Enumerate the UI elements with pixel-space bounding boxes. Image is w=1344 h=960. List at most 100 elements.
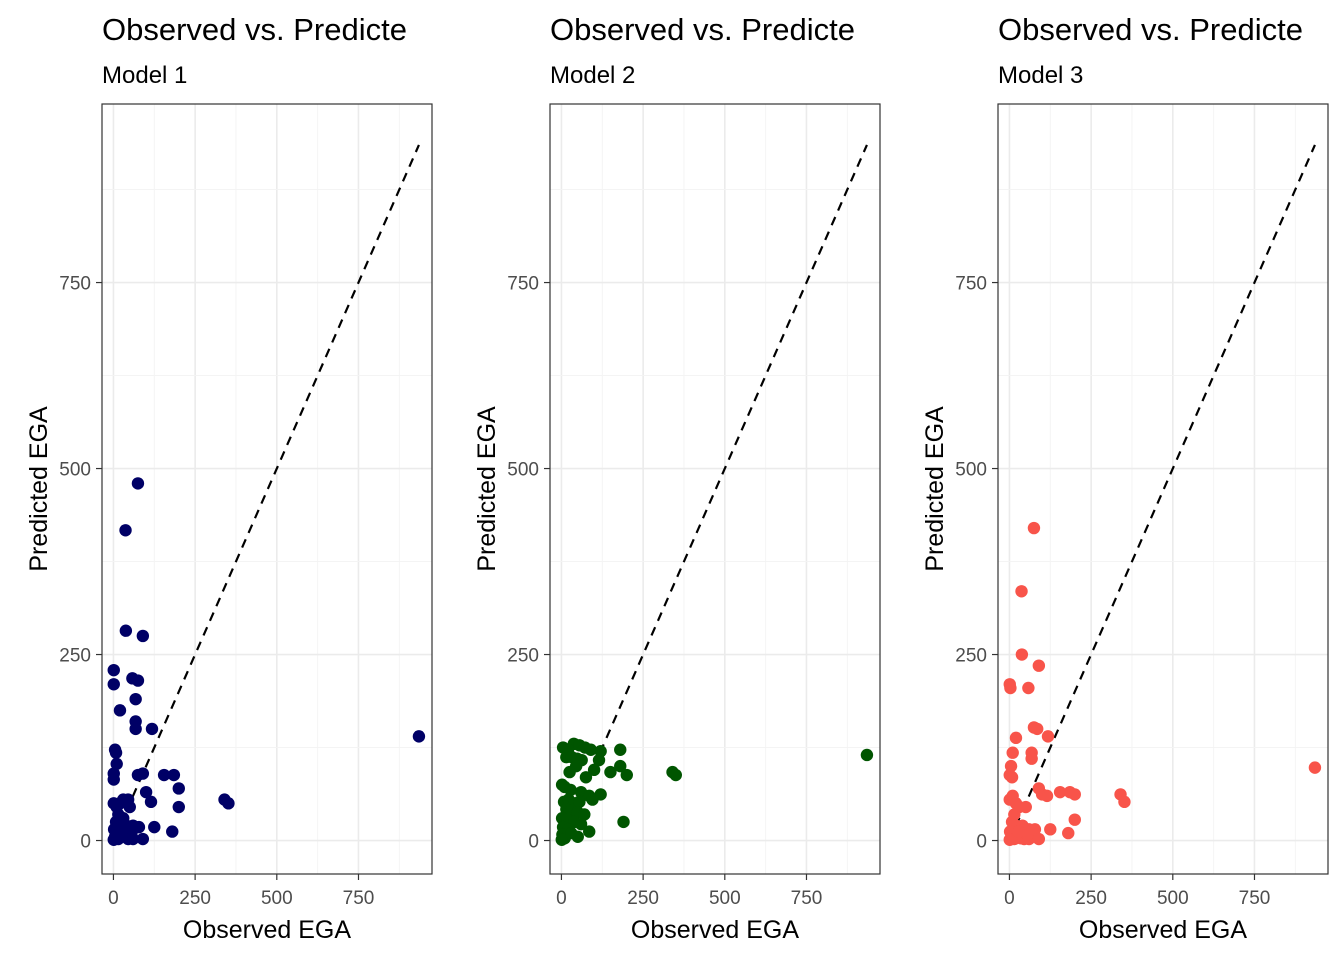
axis-ticks: 0 250 500 750 0 250 500 750 xyxy=(507,274,822,909)
data-point xyxy=(1025,752,1038,765)
data-point xyxy=(166,825,179,838)
data-point xyxy=(119,624,133,637)
x-axis-label: Observed EGA xyxy=(631,916,799,944)
x-axis-label: Observed EGA xyxy=(183,916,351,944)
x-tick-label: 250 xyxy=(1075,888,1107,909)
x-tick-label: 500 xyxy=(1157,888,1189,909)
y-tick-label: 250 xyxy=(507,646,539,667)
data-point xyxy=(860,748,874,762)
data-point xyxy=(555,833,568,846)
y-tick-label: 500 xyxy=(955,460,987,481)
x-axis-label: Observed EGA xyxy=(1079,916,1247,944)
data-point xyxy=(592,753,606,767)
data-point xyxy=(123,800,136,814)
panel-subtitle: Model 2 xyxy=(550,62,635,89)
data-point xyxy=(1032,832,1046,846)
data-point xyxy=(116,823,129,836)
data-point xyxy=(107,773,120,786)
panel-model-3: Observed vs. Predicte Model 3 0 250 500 750… xyxy=(921,12,1329,944)
x-tick-label: 250 xyxy=(627,888,659,909)
y-axis-label: Predicted EGA xyxy=(473,406,501,572)
y-tick-label: 500 xyxy=(59,460,91,481)
panel-title: Observed vs. Predicte xyxy=(550,12,855,47)
panel-border xyxy=(549,103,881,875)
data-point xyxy=(157,768,171,782)
data-point xyxy=(1031,722,1044,736)
panel-title: Observed vs. Predicte xyxy=(102,12,407,47)
data-point xyxy=(1032,659,1046,672)
data-points xyxy=(1003,521,1322,846)
data-point xyxy=(1019,800,1032,814)
data-point xyxy=(614,759,627,773)
data-point xyxy=(131,477,145,490)
data-point xyxy=(1044,823,1057,836)
data-point xyxy=(1040,789,1054,803)
data-point xyxy=(109,746,123,759)
panel-border xyxy=(997,103,1329,875)
data-point xyxy=(1003,833,1016,846)
y-tick-label: 250 xyxy=(59,646,91,667)
data-point xyxy=(578,808,591,821)
data-point xyxy=(583,825,596,838)
axis-ticks: 0 250 500 750 0 250 500 750 xyxy=(955,274,1270,909)
data-point xyxy=(1006,746,1019,759)
data-point xyxy=(412,730,426,743)
data-point xyxy=(139,785,153,799)
data-point xyxy=(129,692,142,706)
data-point xyxy=(1005,771,1019,784)
data-point xyxy=(136,767,150,780)
y-tick-label: 0 xyxy=(528,832,539,853)
data-point xyxy=(1004,681,1017,695)
x-tick-label: 750 xyxy=(343,888,375,909)
data-point xyxy=(136,832,150,846)
data-point xyxy=(565,826,578,840)
data-point xyxy=(1118,795,1131,809)
panel-model-1: Observed vs. Predicte Model 1 0 250 500 750… xyxy=(25,12,433,944)
data-point xyxy=(110,757,123,771)
data-point xyxy=(573,795,586,809)
data-point xyxy=(620,768,633,782)
data-point xyxy=(604,765,617,779)
y-tick-label: 0 xyxy=(976,832,987,853)
data-point xyxy=(1027,521,1041,535)
x-tick-label: 0 xyxy=(108,888,119,909)
data-point xyxy=(129,722,142,736)
data-point xyxy=(107,678,120,691)
x-tick-label: 250 xyxy=(179,888,211,909)
x-tick-label: 0 xyxy=(1004,888,1015,909)
data-point xyxy=(617,815,630,829)
data-point xyxy=(1015,585,1028,598)
data-point xyxy=(107,833,120,846)
panel-border xyxy=(101,103,433,875)
data-point xyxy=(1053,785,1067,799)
y-tick-label: 750 xyxy=(59,274,91,295)
data-point xyxy=(148,820,161,834)
x-tick-label: 750 xyxy=(1239,888,1271,909)
data-points xyxy=(107,477,426,846)
data-point xyxy=(145,722,159,736)
panel-model-2: Observed vs. Predicte Model 2 0 250 500 750… xyxy=(473,12,881,944)
data-point xyxy=(119,524,132,537)
data-point xyxy=(586,793,599,806)
axis-ticks: 0 250 500 750 0 250 500 750 xyxy=(59,274,374,909)
y-axis-label: Predicted EGA xyxy=(25,406,53,572)
data-point xyxy=(584,743,598,756)
data-point xyxy=(614,743,627,756)
data-point xyxy=(1012,825,1025,838)
y-tick-label: 750 xyxy=(955,274,987,295)
y-tick-label: 500 xyxy=(507,460,539,481)
data-point xyxy=(222,797,235,810)
y-tick-label: 0 xyxy=(80,832,91,853)
data-point xyxy=(1308,761,1322,774)
data-point xyxy=(587,763,601,777)
grid xyxy=(998,104,1328,874)
x-tick-label: 750 xyxy=(791,888,823,909)
data-point xyxy=(1022,681,1035,695)
data-point xyxy=(113,704,127,717)
data-point xyxy=(574,817,588,831)
data-point xyxy=(563,765,576,779)
data-point xyxy=(131,674,145,687)
data-point xyxy=(1068,788,1081,801)
data-point xyxy=(172,782,185,795)
